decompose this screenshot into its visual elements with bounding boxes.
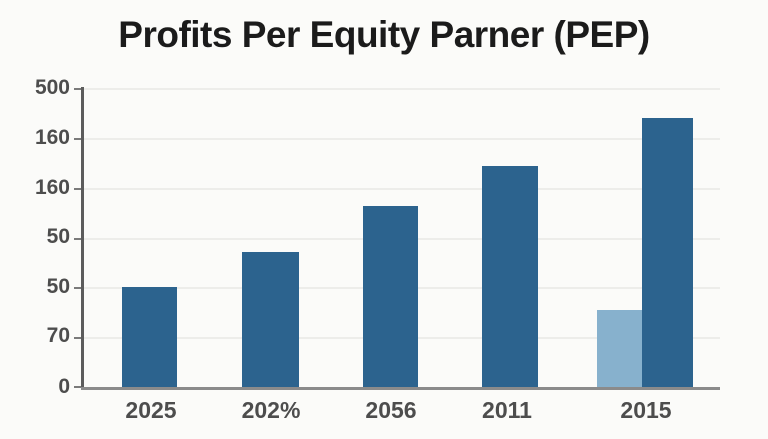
y-tick-label: 160 bbox=[34, 176, 70, 199]
bar-2025 bbox=[122, 287, 177, 387]
y-axis-tick bbox=[74, 337, 83, 340]
y-tick-label: 70 bbox=[46, 324, 70, 347]
bar-202pct bbox=[242, 252, 299, 387]
plot-area bbox=[74, 87, 720, 390]
y-axis-tick bbox=[74, 187, 83, 190]
gridline bbox=[83, 137, 720, 140]
y-tick-label: 0 bbox=[58, 375, 70, 398]
y-axis-line bbox=[81, 87, 84, 390]
bar-2011 bbox=[482, 165, 538, 387]
y-axis-tick bbox=[74, 287, 83, 290]
x-tick-label: 202% bbox=[241, 397, 301, 423]
x-tick-label: 2025 bbox=[125, 397, 177, 423]
y-tick-label: 500 bbox=[34, 76, 70, 99]
gridline bbox=[83, 187, 720, 190]
chart-title: Profits Per Equity Parner (PEP) bbox=[118, 14, 650, 55]
y-axis-tick bbox=[74, 88, 83, 90]
y-axis-tick bbox=[74, 137, 83, 140]
gridline bbox=[83, 88, 720, 90]
bar-2015-dark bbox=[642, 117, 693, 387]
x-tick-label: 2011 bbox=[482, 397, 532, 423]
y-axis-tick bbox=[74, 386, 83, 388]
bar-2015-light bbox=[597, 310, 642, 387]
y-axis-tick bbox=[74, 237, 83, 240]
y-tick-label: 50 bbox=[46, 275, 70, 298]
x-tick-label: 2056 bbox=[365, 397, 417, 423]
bar-2056 bbox=[363, 205, 418, 387]
x-axis-line bbox=[81, 387, 720, 390]
y-tick-label: 160 bbox=[34, 126, 70, 149]
x-tick-label: 2015 bbox=[620, 397, 672, 423]
y-tick-label: 50 bbox=[46, 225, 70, 248]
